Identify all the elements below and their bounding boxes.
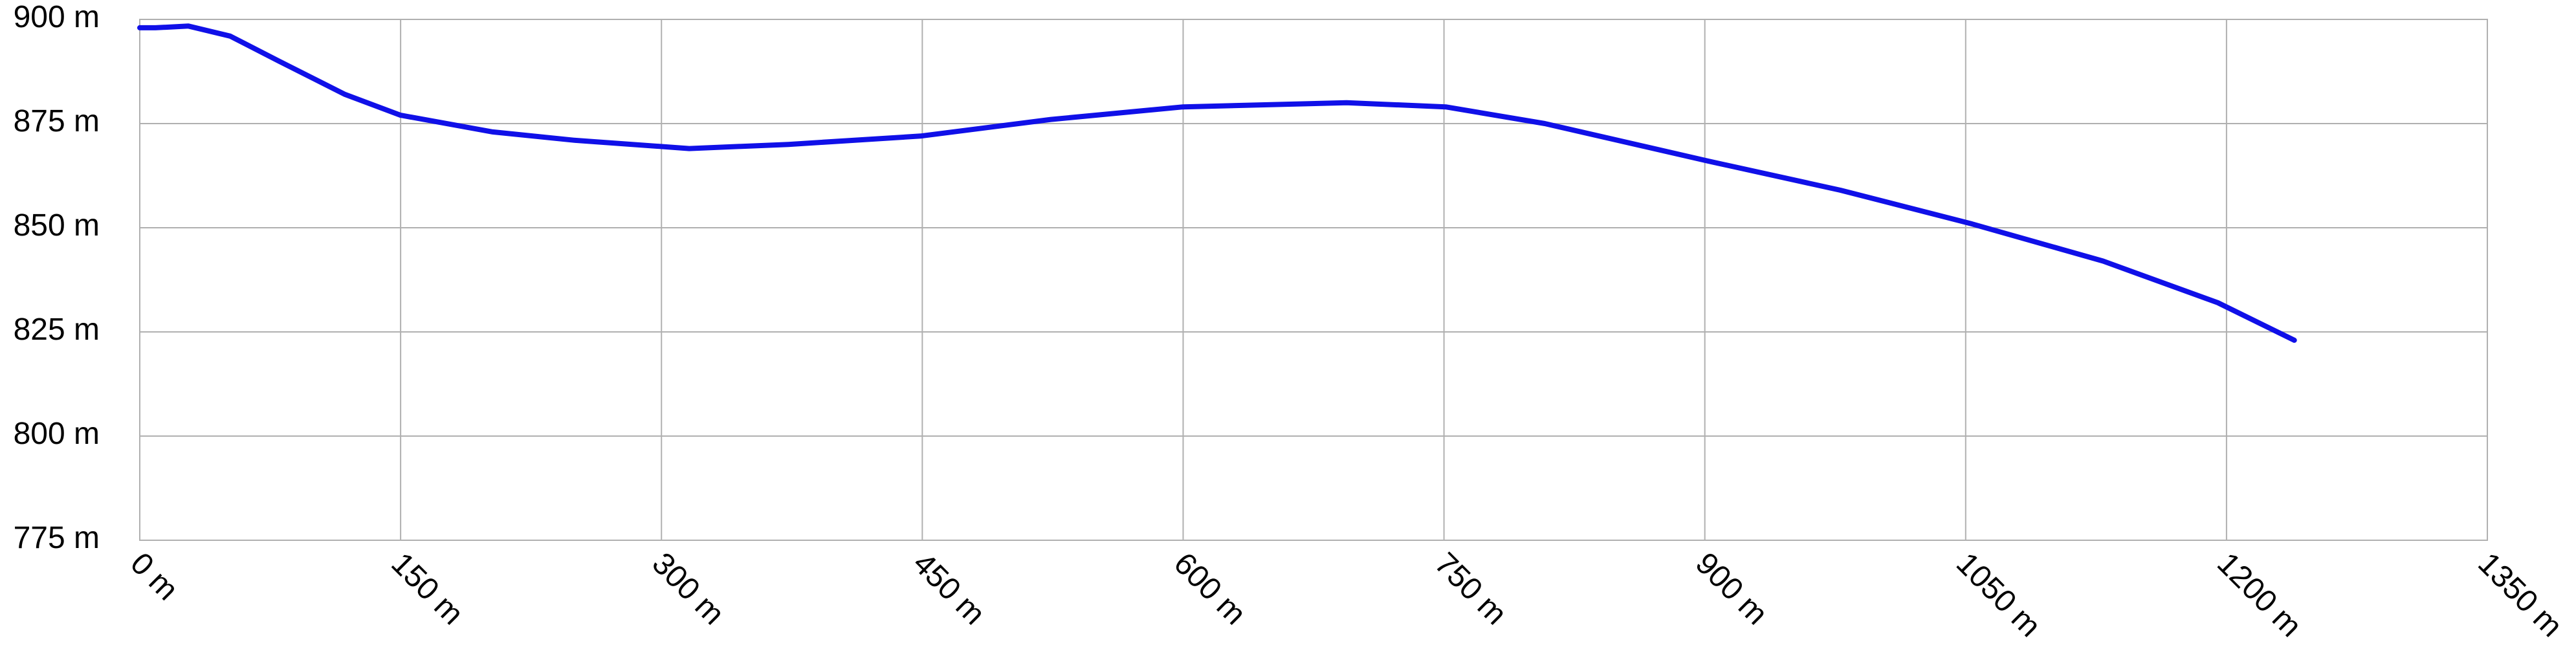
x-tick-label: 1350 m [2471,546,2569,644]
x-tick-label: 750 m [1428,546,1514,631]
x-tick-label: 150 m [384,546,470,631]
x-tick-label: 300 m [645,546,731,631]
x-tick-label: 1200 m [2210,546,2308,644]
y-tick-label: 800 m [14,417,100,451]
x-tick-label: 900 m [1689,546,1774,631]
y-tick-label: 775 m [14,521,100,555]
x-tick-label: 1050 m [1950,546,2047,644]
y-tick-label: 900 m [14,0,100,34]
y-tick-label: 850 m [14,208,100,243]
elevation-line [137,23,2297,343]
plot-area [139,19,2488,541]
x-tick-label: 0 m [124,546,184,607]
y-tick-label: 875 m [14,104,100,138]
x-tick-label: 450 m [907,546,992,631]
x-tick-label: 600 m [1167,546,1253,631]
y-tick-label: 825 m [14,313,100,347]
